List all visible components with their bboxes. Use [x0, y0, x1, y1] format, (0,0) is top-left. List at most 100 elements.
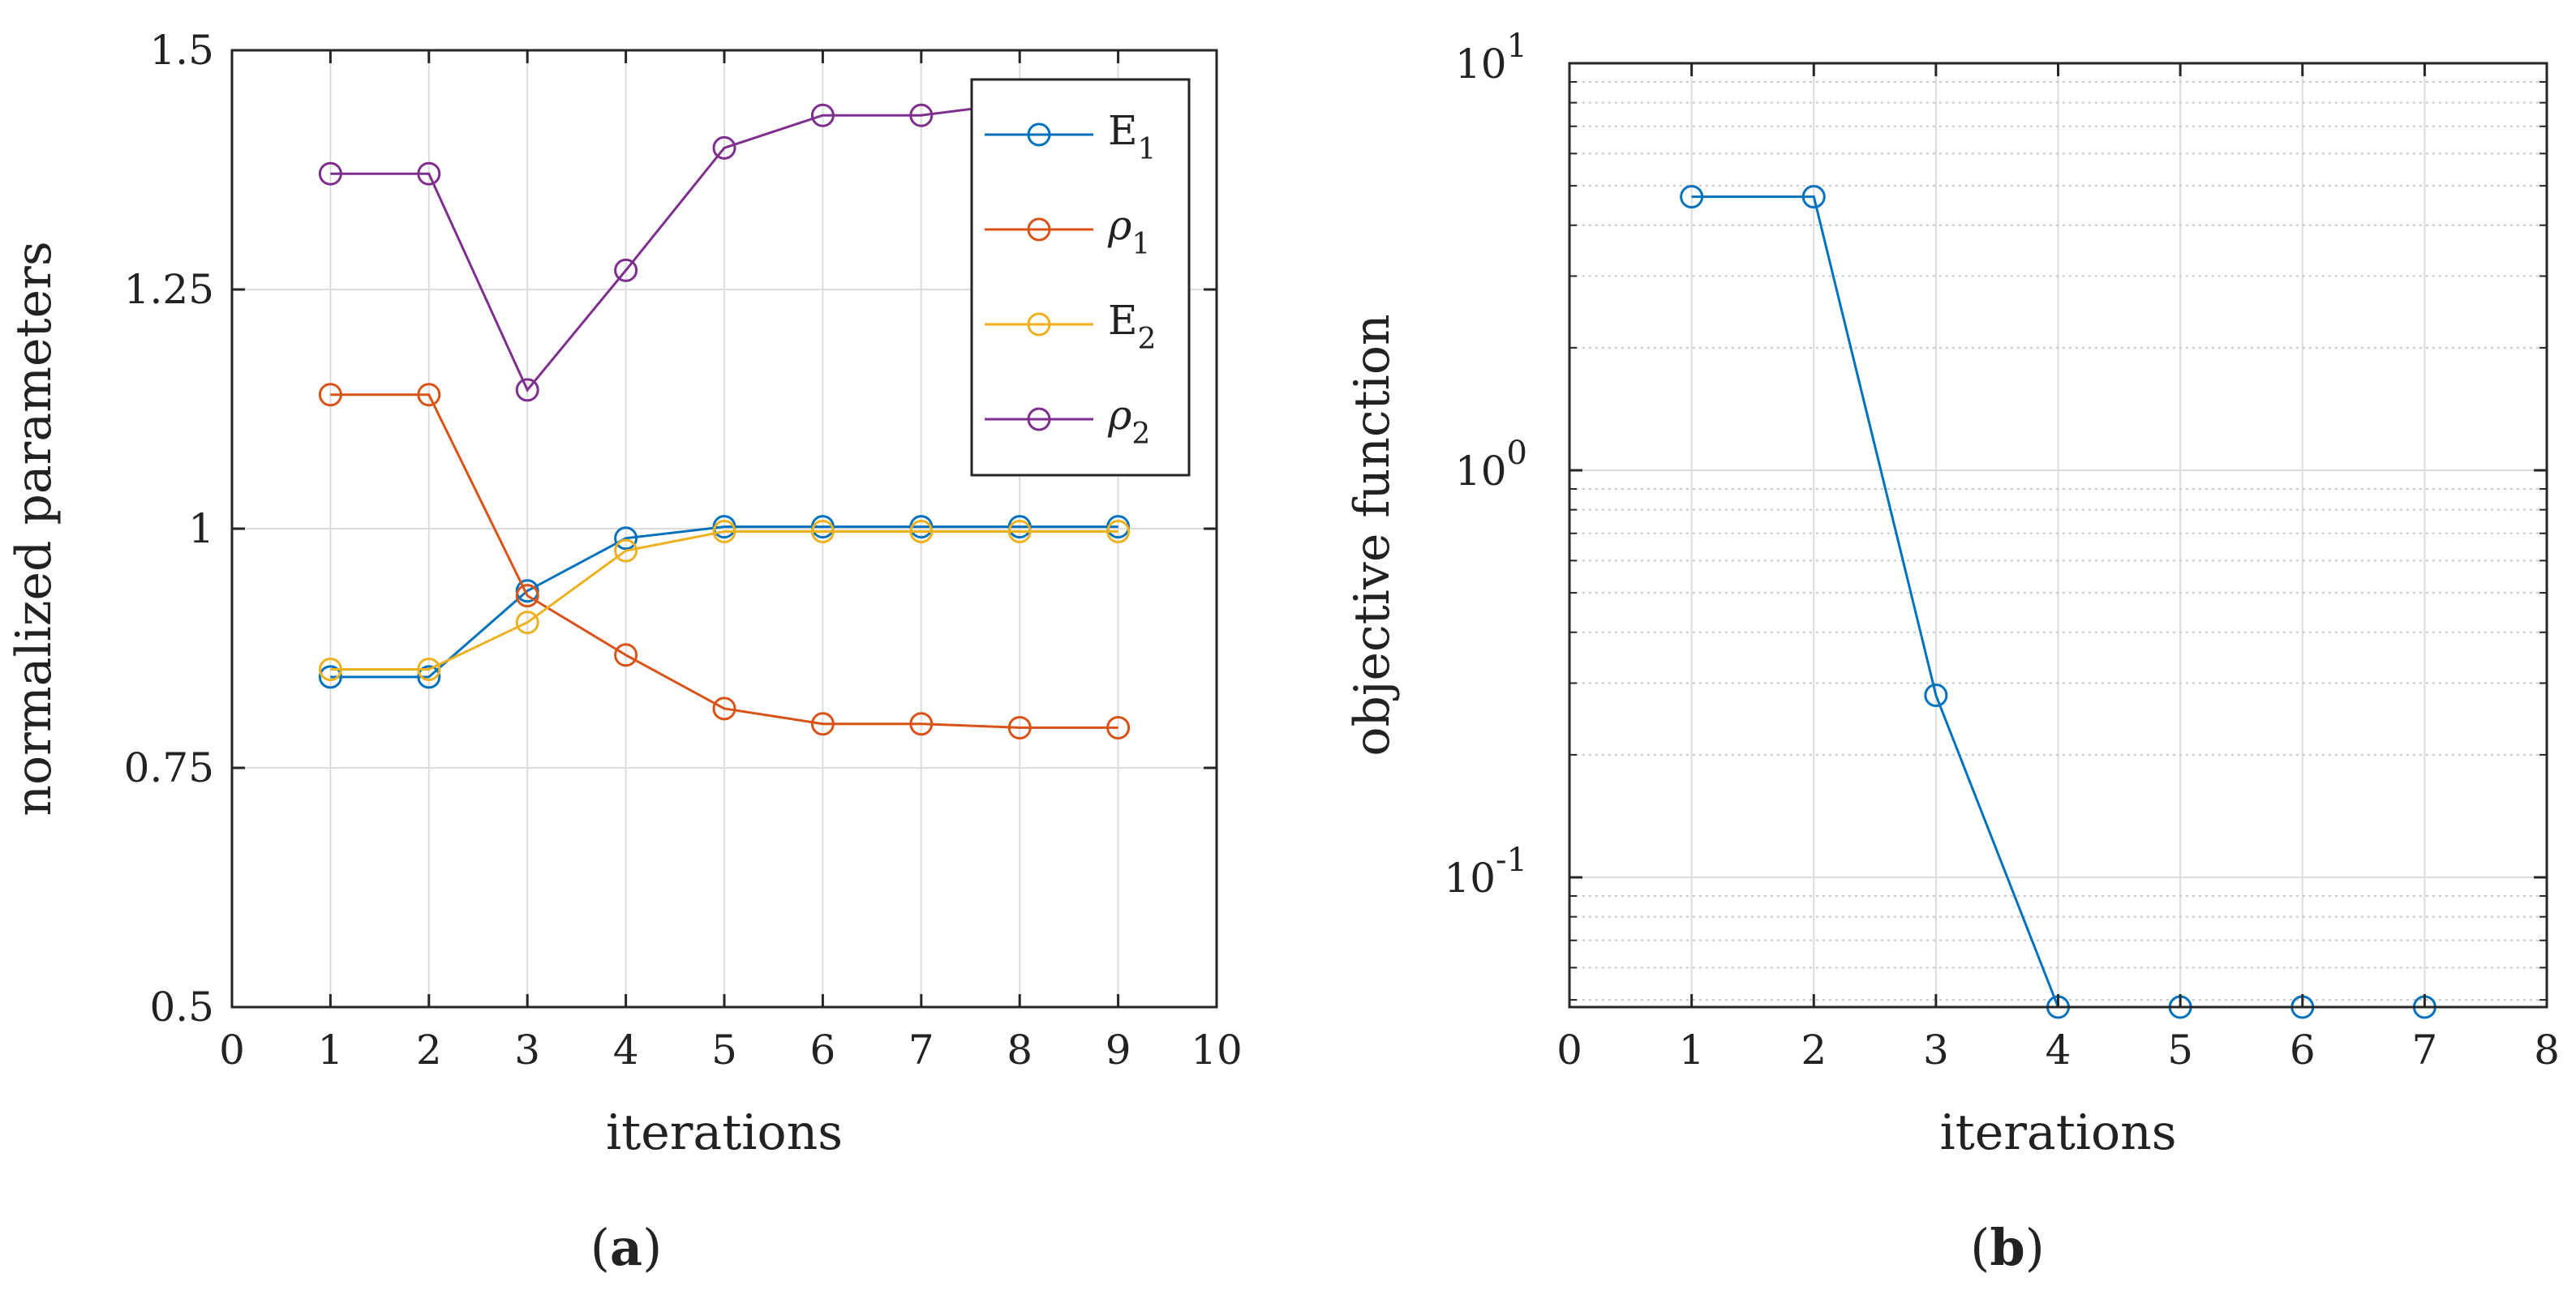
legend-label: E1 — [1108, 107, 1156, 166]
x-tick-label: 7 — [2411, 1027, 2437, 1074]
x-tick-label: 8 — [1007, 1027, 1033, 1074]
x-tick-label: 0 — [1556, 1027, 1582, 1074]
legend-subscript: 1 — [1138, 133, 1157, 166]
data-point — [417, 161, 441, 186]
series-a-2 — [318, 520, 1131, 681]
series-line — [330, 530, 1118, 671]
series-line — [330, 393, 1118, 729]
data-point — [810, 520, 835, 544]
series-line — [330, 525, 1118, 679]
panel-caption: (b) — [1970, 1218, 2045, 1277]
x-tick-label: 8 — [2534, 1027, 2560, 1074]
data-point — [318, 665, 342, 689]
legend-name: ρ — [1107, 392, 1132, 439]
data-point — [318, 657, 342, 681]
x-tick-label: 3 — [1923, 1027, 1949, 1074]
legend-marker — [1027, 217, 1051, 242]
y-tick-label: 1.5 — [149, 27, 214, 74]
legend-item: ρ2 — [985, 392, 1150, 451]
legend-name: E — [1108, 107, 1138, 154]
y-axis-label: objective function — [1344, 314, 1401, 756]
data-point — [1106, 715, 1131, 740]
y-tick-label: 1.25 — [124, 266, 214, 313]
data-point — [909, 103, 934, 127]
data-point — [318, 161, 342, 186]
legend-item: E2 — [985, 297, 1156, 356]
data-point — [712, 697, 736, 721]
legend-label: E2 — [1108, 297, 1156, 356]
y-tick-exponent: -1 — [1496, 842, 1527, 879]
series-a-1 — [318, 383, 1131, 740]
legend-name: E — [1108, 297, 1138, 344]
data-point — [712, 135, 736, 160]
y-tick-base: 10 — [1455, 448, 1507, 495]
y-tick-label: 101 — [1455, 28, 1527, 88]
x-tick-label: 3 — [514, 1027, 540, 1074]
data-point — [810, 712, 835, 736]
panel-caption: (a) — [590, 1218, 663, 1277]
x-tick-label: 2 — [1801, 1027, 1827, 1074]
x-tick-label: 6 — [2290, 1027, 2316, 1074]
data-point — [417, 665, 441, 689]
x-tick-label: 5 — [2167, 1027, 2193, 1074]
x-axis: 0 1 2 3 4 5 6 7 8 — [1556, 63, 2560, 1074]
x-tick-label: 9 — [1106, 1027, 1131, 1074]
legend-marker — [1027, 407, 1051, 431]
data-point — [515, 378, 539, 402]
y-tick-label: 0.75 — [124, 744, 214, 791]
legend-subscript: 2 — [1138, 323, 1157, 356]
x-tick-label: 5 — [711, 1027, 737, 1074]
legend-name: ρ — [1107, 202, 1132, 249]
legend-box — [970, 78, 1191, 477]
data-point — [614, 526, 638, 551]
x-tick-label: 0 — [219, 1027, 245, 1074]
legend-item: E1 — [985, 107, 1156, 166]
data-point — [515, 611, 539, 635]
legend-subscript: 2 — [1131, 418, 1150, 451]
y-tick-label: 100 — [1455, 435, 1527, 495]
legend-item: ρ1 — [985, 202, 1150, 261]
y-tick-base: 10 — [1455, 41, 1507, 88]
caption-close-paren: ) — [2025, 1218, 2045, 1277]
caption-letter: b — [1990, 1218, 2024, 1277]
x-tick-label: 7 — [908, 1027, 934, 1074]
y-tick-label: 1 — [188, 505, 214, 552]
data-point — [712, 520, 736, 544]
grid — [1569, 63, 2547, 1007]
caption-open-paren: ( — [1970, 1218, 1990, 1277]
x-tick-label: 4 — [613, 1027, 639, 1074]
data-point — [318, 383, 342, 407]
caption-letter: a — [610, 1218, 642, 1277]
data-point — [515, 584, 539, 608]
x-tick-label: 1 — [1679, 1027, 1705, 1074]
data-point — [614, 643, 638, 667]
data-point — [1801, 185, 1826, 209]
caption-open-paren: ( — [590, 1218, 610, 1277]
y-tick-label: 0.5 — [149, 984, 214, 1031]
data-point — [417, 383, 441, 407]
legend-marker — [1027, 122, 1051, 147]
y-axis-label: normalized parameters — [6, 241, 62, 816]
data-point — [614, 258, 638, 282]
y-tick-label: 10-1 — [1444, 842, 1527, 902]
caption-close-paren: ) — [642, 1218, 662, 1277]
data-point — [417, 657, 441, 681]
x-tick-label: 4 — [2046, 1027, 2072, 1074]
data-point — [810, 103, 835, 127]
y-tick-base: 10 — [1444, 855, 1496, 902]
legend-marker — [1027, 312, 1051, 337]
legend-label: ρ2 — [1107, 392, 1150, 451]
legend-label: ρ1 — [1107, 202, 1150, 261]
data-point — [614, 538, 638, 563]
x-axis-label: iterations — [1939, 1104, 2176, 1161]
data-point — [1924, 684, 1948, 708]
data-point — [1106, 520, 1131, 544]
x-tick-label: 10 — [1191, 1027, 1243, 1074]
data-point — [1007, 520, 1032, 544]
data-point — [1007, 715, 1032, 740]
data-point — [1680, 185, 1704, 209]
x-axis-label: iterations — [606, 1104, 843, 1161]
